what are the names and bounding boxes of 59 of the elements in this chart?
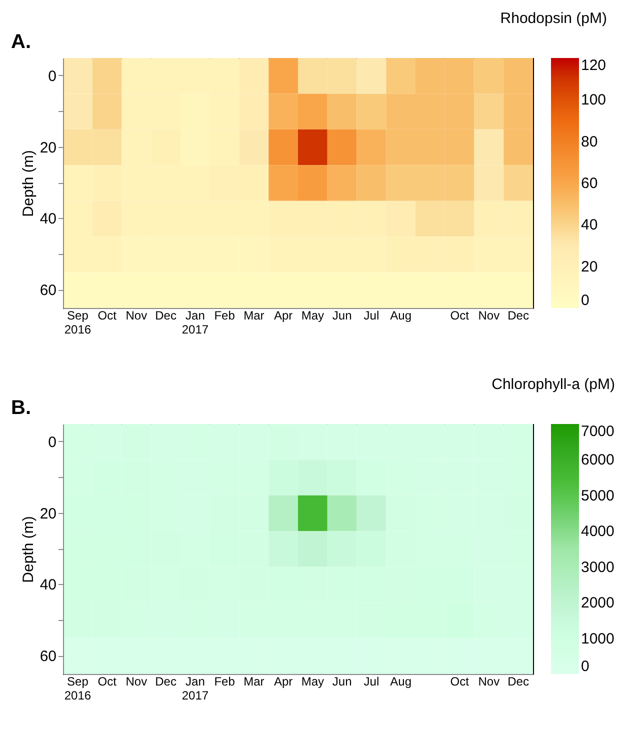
x-tick-label: Aug (390, 308, 412, 322)
x-tick-label: Feb (214, 674, 236, 688)
x-tick-label: Oct (98, 308, 118, 322)
x-tick-label: Jun (332, 674, 352, 688)
x-tick-label: Sep 2016 (64, 308, 92, 336)
x-tick-label: Apr (274, 674, 293, 688)
color-bar-label: 0 (581, 658, 590, 675)
y-tick-label: 60 (40, 648, 56, 666)
x-tick-label: Nov (478, 308, 500, 322)
color-bar-title: Rhodopsin (pM) (500, 10, 607, 27)
x-tick-label: Dec (508, 674, 529, 688)
y-tick-label: 60 (40, 282, 56, 300)
color-bar-title: Chlorophyll-a (pM) (492, 376, 615, 393)
x-tick-label: May (301, 308, 324, 322)
x-tick-label: Oct (98, 674, 118, 688)
x-tick-label: Dec (155, 674, 176, 688)
color-bar-label: 3000 (581, 558, 614, 576)
y-tick-label: 40 (40, 210, 56, 228)
x-tick-label: Jan 2017 (182, 674, 209, 702)
y-axis-title: Depth (m) (20, 516, 37, 583)
x-tick-label: Jan 2017 (182, 308, 209, 336)
color-bar-label: 4000 (581, 523, 614, 540)
color-bar-label: 5000 (581, 487, 614, 504)
color-bar-label: 0 (581, 292, 590, 309)
y-axis-title: Depth (m) (20, 150, 37, 217)
color-bar-label: 40 (581, 216, 598, 234)
x-tick-label: Jul (364, 308, 380, 322)
x-tick-label: Feb (214, 308, 236, 322)
text: A. (11, 31, 31, 53)
x-tick-label: May (301, 674, 324, 688)
color-bar-label: 80 (581, 133, 598, 150)
x-tick-label: Mar (244, 674, 264, 688)
x-tick-label: Nov (126, 674, 148, 688)
y-tick-label: 0 (48, 68, 56, 85)
x-tick-label: Dec (508, 308, 529, 322)
y-tick-label: 0 (48, 434, 56, 451)
y-tick-label: 20 (40, 139, 56, 156)
x-tick-label: Oct (450, 308, 470, 322)
x-tick-label: Aug (390, 674, 412, 688)
x-tick-label: Sep 2016 (64, 674, 92, 702)
color-bar-label: 100 (581, 92, 606, 109)
x-tick-label: Dec (155, 308, 176, 322)
color-bar-label: 7000 (581, 423, 614, 440)
color-bar-label: 1000 (581, 630, 614, 648)
x-tick-label: Mar (244, 308, 264, 322)
y-tick-label: 40 (40, 576, 56, 594)
y-tick-label: 20 (40, 505, 56, 522)
x-tick-label: Apr (274, 308, 293, 322)
color-bar-label: 120 (581, 57, 606, 74)
x-tick-label: Nov (126, 308, 148, 322)
color-bar-label: 20 (581, 258, 598, 276)
x-tick-label: Jun (332, 308, 352, 322)
x-tick-label: Oct (450, 674, 470, 688)
color-bar-label: 60 (581, 175, 598, 192)
x-tick-label: Jul (364, 674, 380, 688)
color-bar-label: 2000 (581, 594, 614, 612)
x-tick-label: Nov (478, 674, 500, 688)
color-bar-label: 6000 (581, 452, 614, 469)
text: B. (11, 397, 31, 419)
